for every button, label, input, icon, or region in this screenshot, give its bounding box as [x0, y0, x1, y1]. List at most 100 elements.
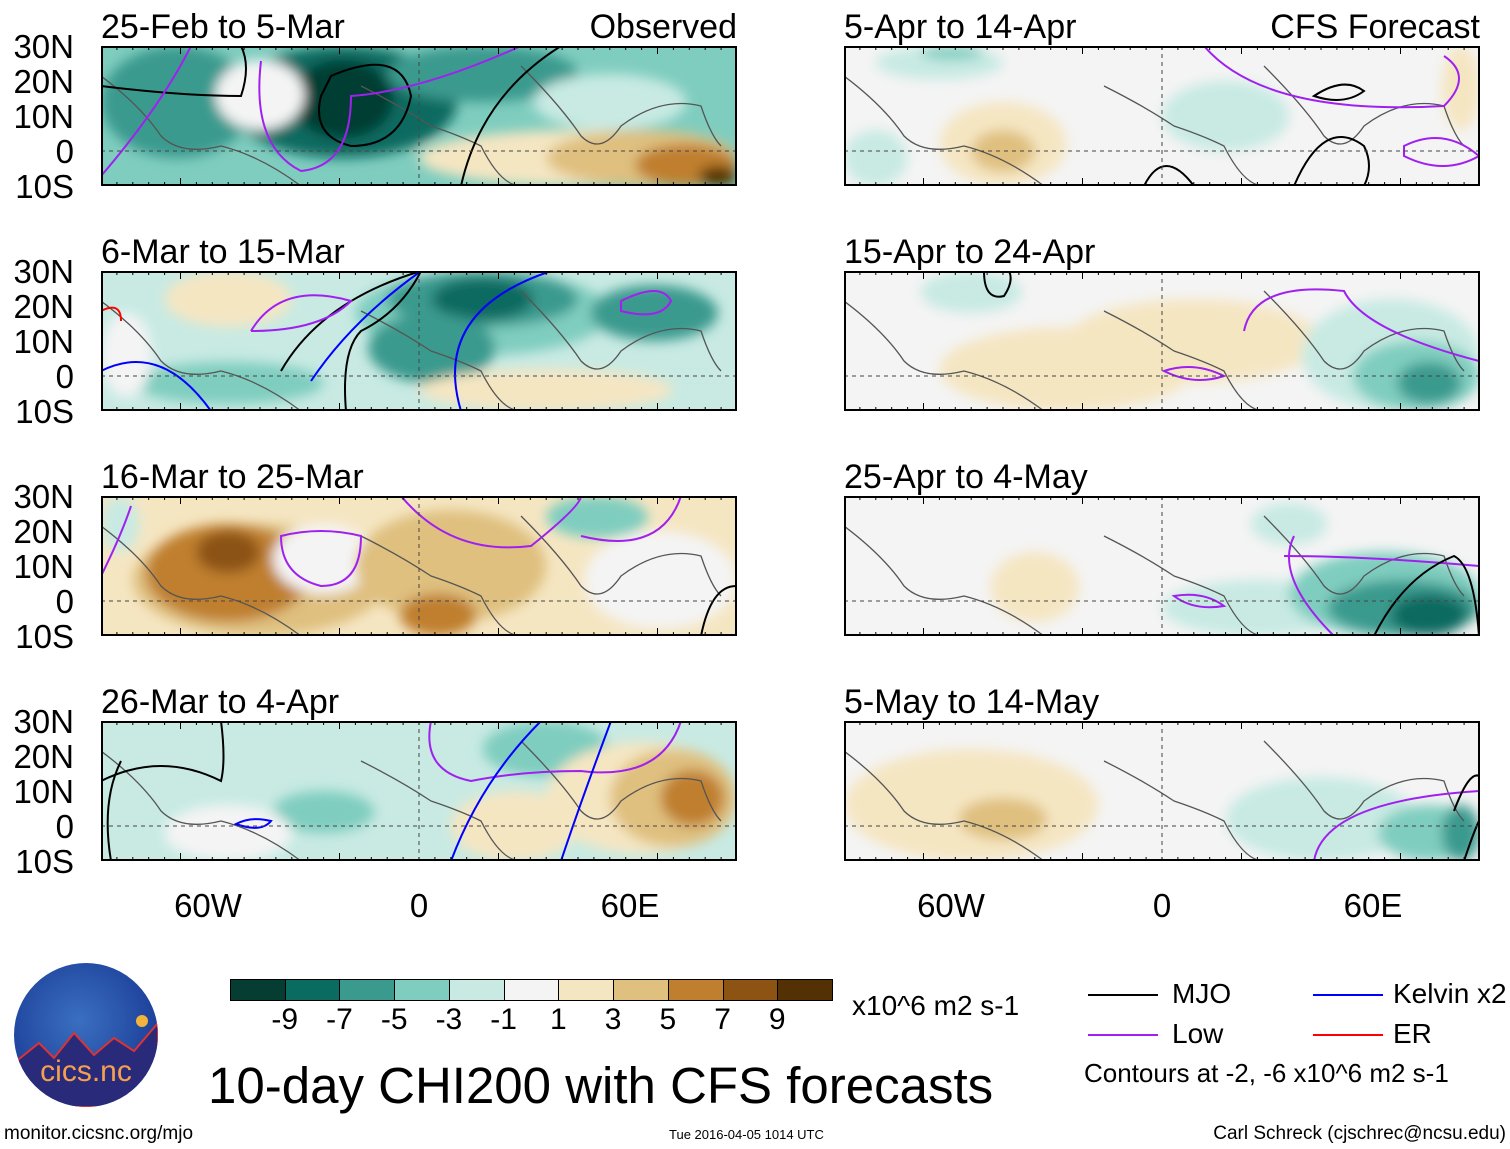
colorbar-swatch	[613, 979, 669, 1001]
lat-label: 20N	[13, 288, 74, 325]
contour-line	[1311, 83, 1366, 101]
coastline	[844, 65, 1465, 186]
contour-line	[400, 496, 582, 549]
lat-label: 30N	[13, 28, 74, 65]
contour-line	[101, 721, 225, 783]
contour-line	[580, 496, 682, 542]
contour-line	[279, 530, 363, 588]
colorbar-swatch	[448, 979, 505, 1001]
map-panel	[101, 46, 737, 186]
lat-label: 10N	[13, 773, 74, 810]
lat-label: 10S	[15, 618, 74, 655]
contour-line	[1203, 46, 1460, 109]
colorbar-swatch	[722, 979, 779, 1001]
colorbar-units: x10^6 m2 s-1	[852, 990, 1020, 1021]
legend-label: Kelvin x2	[1393, 978, 1507, 1009]
lat-label: 10N	[13, 323, 74, 360]
chi200-anomaly-region	[101, 313, 152, 397]
contour-line	[1283, 555, 1480, 567]
map-panel	[101, 496, 737, 636]
map-panel	[101, 721, 737, 861]
cics-logo: cics.nc	[14, 963, 158, 1107]
contour-line	[101, 505, 132, 577]
colorbar-label: 3	[604, 1003, 622, 1036]
contour-line	[233, 818, 273, 829]
chi200-anomaly-region	[419, 369, 674, 411]
contour-line	[318, 63, 413, 148]
footer-url[interactable]: monitor.cicsnc.org/mjo	[4, 1123, 194, 1144]
colorbar-swatch	[394, 979, 450, 1001]
colorbar-label: -3	[435, 1003, 463, 1036]
contour-line	[101, 306, 122, 322]
panel-tag: CFS Forecast	[1270, 8, 1480, 46]
chi200-anomaly-region	[368, 313, 496, 383]
chi200-anomaly-region	[920, 271, 1023, 313]
chi200-anomaly-region	[399, 594, 477, 636]
lat-label: 30N	[13, 478, 74, 515]
lat-label: 0	[55, 583, 74, 620]
chi200-anomaly-region	[1441, 805, 1480, 861]
contour-line	[428, 721, 682, 783]
colorbar-label: -9	[271, 1003, 299, 1036]
legend-line	[1088, 994, 1158, 996]
coastline	[101, 65, 722, 186]
contour-line	[310, 271, 422, 382]
lat-label: 10S	[15, 843, 74, 880]
coastline	[844, 515, 1465, 636]
lat-label: 10N	[13, 548, 74, 585]
lat-label: 30N	[13, 703, 74, 740]
panel-title: 26-Mar to 4-Apr	[101, 683, 340, 721]
contour-line	[454, 271, 552, 411]
contour-line	[106, 760, 122, 861]
chi200-anomaly-region	[584, 531, 737, 629]
contour-line	[560, 721, 612, 861]
lat-label: 10S	[15, 168, 74, 205]
legend-line	[1088, 1034, 1158, 1036]
chi200-anomaly-region	[387, 46, 578, 102]
chi200-anomaly-region	[101, 496, 140, 552]
lon-label: 60W	[917, 887, 985, 924]
chi200-anomaly-region	[1390, 594, 1468, 636]
panel-title: 25-Feb to 5-Mar	[101, 8, 345, 46]
chi200-anomaly-region	[660, 770, 725, 826]
colorbar-swatch	[667, 979, 724, 1001]
lat-label: 0	[55, 133, 74, 170]
contour-line	[1373, 554, 1480, 636]
contour-line	[1171, 593, 1227, 609]
lat-label: 0	[55, 358, 74, 395]
lon-label: 0	[409, 887, 429, 924]
lat-label: 10N	[13, 98, 74, 135]
chi200-anomaly-region	[196, 531, 260, 573]
chi200-anomaly-region	[920, 46, 984, 60]
colorbar-swatch	[284, 979, 341, 1001]
panel-tag: Observed	[589, 8, 737, 46]
colorbar-swatch	[230, 979, 286, 1001]
colorbar-label: -7	[326, 1003, 353, 1036]
legend-label: MJO	[1172, 978, 1232, 1009]
chi200-anomaly-region	[291, 60, 394, 139]
contour-line	[450, 721, 542, 861]
chi200-anomaly-region	[431, 278, 534, 320]
lat-label: 20N	[13, 513, 74, 550]
map-panel	[101, 271, 737, 411]
chi200-anomaly-region	[164, 271, 292, 327]
chi200-anomaly-region	[958, 798, 1048, 840]
colorbar-label: -5	[380, 1003, 408, 1036]
colorbar-label: 9	[768, 1003, 786, 1036]
map-panel	[844, 721, 1480, 861]
logo-text: cics.nc	[40, 1055, 132, 1088]
coastline	[844, 290, 1465, 411]
chi200-anomaly-region	[355, 510, 547, 622]
contour-line	[101, 361, 212, 411]
contour-line	[250, 294, 353, 332]
contour-line	[620, 290, 673, 316]
figure-title: 10-day CHI200 with CFS forecasts	[208, 1057, 994, 1114]
legend-line	[1313, 1034, 1383, 1036]
legend-label: ER	[1393, 1018, 1432, 1049]
colorbar-label: 1	[550, 1003, 567, 1036]
chi200-anomaly-region	[132, 362, 324, 404]
lon-label: 0	[1152, 887, 1172, 924]
footer-author: Carl Schreck (cjschrec@ncsu.edu)	[1213, 1123, 1506, 1144]
chi200-anomaly-region	[164, 805, 292, 861]
panel-title: 15-Apr to 24-Apr	[844, 233, 1096, 271]
